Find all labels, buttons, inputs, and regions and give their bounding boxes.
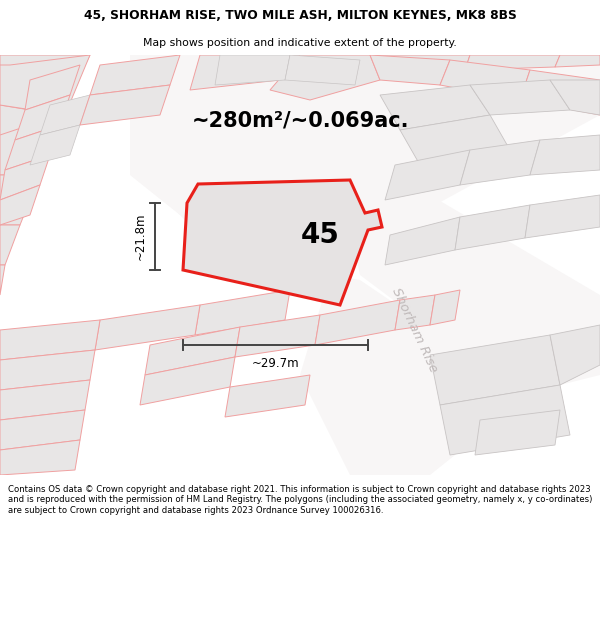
Polygon shape — [440, 385, 570, 455]
Polygon shape — [0, 55, 90, 115]
Polygon shape — [95, 305, 200, 350]
Polygon shape — [280, 55, 380, 80]
Polygon shape — [195, 290, 290, 335]
Text: Contains OS data © Crown copyright and database right 2021. This information is : Contains OS data © Crown copyright and d… — [8, 485, 592, 515]
Polygon shape — [370, 55, 450, 85]
Polygon shape — [395, 295, 435, 330]
Text: 45, SHORHAM RISE, TWO MILE ASH, MILTON KEYNES, MK8 8BS: 45, SHORHAM RISE, TWO MILE ASH, MILTON K… — [83, 9, 517, 22]
Text: Shorham Rise: Shorham Rise — [217, 186, 309, 224]
Polygon shape — [0, 175, 30, 225]
Polygon shape — [455, 205, 530, 250]
Polygon shape — [0, 105, 60, 175]
Polygon shape — [0, 350, 95, 390]
Polygon shape — [0, 115, 60, 175]
Polygon shape — [530, 135, 600, 175]
Polygon shape — [465, 55, 560, 70]
Polygon shape — [475, 410, 560, 455]
Polygon shape — [440, 60, 530, 100]
Polygon shape — [550, 80, 600, 115]
Polygon shape — [225, 375, 310, 417]
Polygon shape — [0, 185, 40, 225]
Polygon shape — [350, 195, 600, 395]
Polygon shape — [270, 55, 380, 100]
Polygon shape — [0, 410, 85, 450]
Polygon shape — [375, 55, 470, 75]
Polygon shape — [0, 225, 10, 265]
Polygon shape — [145, 327, 240, 375]
Polygon shape — [520, 70, 600, 115]
Polygon shape — [385, 150, 470, 200]
Polygon shape — [15, 95, 70, 140]
Polygon shape — [215, 55, 290, 85]
Polygon shape — [5, 125, 60, 170]
Polygon shape — [525, 195, 600, 238]
Polygon shape — [40, 95, 90, 135]
Polygon shape — [140, 357, 235, 405]
Polygon shape — [0, 440, 80, 475]
Polygon shape — [0, 55, 90, 115]
Text: ~280m²/~0.069ac.: ~280m²/~0.069ac. — [191, 110, 409, 130]
Text: ~29.7m: ~29.7m — [251, 357, 299, 370]
Polygon shape — [0, 380, 90, 420]
Polygon shape — [235, 315, 320, 357]
Polygon shape — [400, 115, 510, 165]
Polygon shape — [430, 335, 560, 405]
Polygon shape — [555, 55, 600, 67]
Polygon shape — [550, 325, 600, 385]
Polygon shape — [30, 125, 80, 165]
Polygon shape — [300, 275, 530, 475]
Polygon shape — [130, 55, 600, 235]
Polygon shape — [0, 155, 50, 200]
Polygon shape — [470, 80, 570, 115]
Polygon shape — [285, 55, 360, 85]
Polygon shape — [0, 265, 5, 295]
Polygon shape — [80, 85, 170, 125]
Text: 45: 45 — [301, 221, 340, 249]
Polygon shape — [190, 55, 290, 90]
Polygon shape — [90, 55, 180, 95]
Polygon shape — [183, 180, 382, 305]
Text: ~21.8m: ~21.8m — [134, 213, 147, 260]
Polygon shape — [0, 225, 20, 265]
Polygon shape — [385, 217, 460, 265]
Text: Map shows position and indicative extent of the property.: Map shows position and indicative extent… — [143, 38, 457, 48]
Text: Shorham Rise: Shorham Rise — [389, 286, 440, 374]
Polygon shape — [0, 320, 100, 360]
Polygon shape — [25, 65, 80, 110]
Polygon shape — [380, 85, 490, 130]
Polygon shape — [430, 290, 460, 325]
Polygon shape — [315, 300, 400, 345]
Polygon shape — [130, 55, 420, 255]
Polygon shape — [460, 140, 540, 185]
Polygon shape — [0, 175, 40, 225]
